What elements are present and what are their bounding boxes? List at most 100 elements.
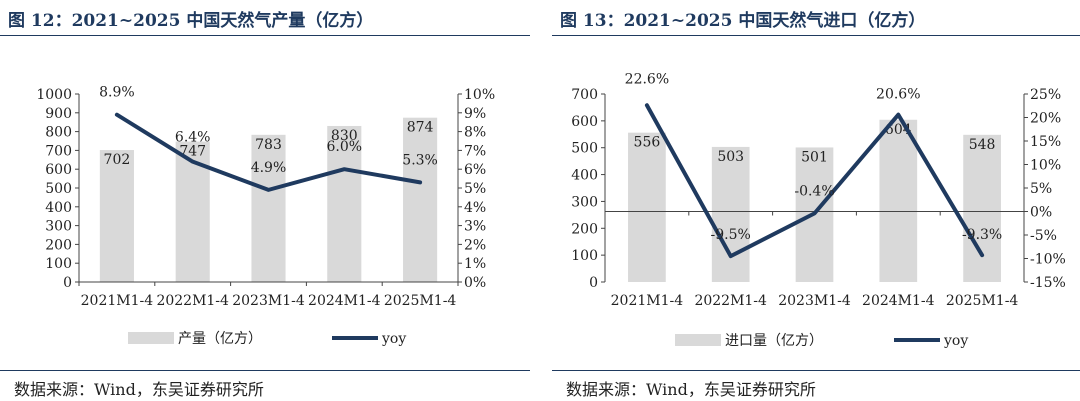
x-tick-label: 2023M1-4 bbox=[778, 293, 851, 309]
bar-data-label: 874 bbox=[407, 120, 434, 136]
legend-line-label: yoy bbox=[943, 333, 968, 349]
legend-bar-swatch bbox=[675, 334, 721, 346]
bar-data-label: 556 bbox=[634, 135, 661, 151]
chart-title: 图 13：2021~2025 中国天然气进口（亿方） bbox=[560, 11, 926, 31]
y-tick-label: 500 bbox=[571, 141, 598, 157]
y2-tick-label: -15% bbox=[1030, 275, 1066, 291]
bar-data-label: 783 bbox=[255, 137, 282, 153]
y2-tick-label: 15% bbox=[1030, 134, 1061, 150]
y2-tick-label: 0% bbox=[1030, 205, 1052, 221]
x-tick-label: 2024M1-4 bbox=[862, 293, 935, 309]
title-divider bbox=[552, 35, 1080, 36]
source-divider bbox=[552, 370, 1080, 371]
y-tick-label: 0 bbox=[589, 275, 598, 291]
yoy-point bbox=[115, 113, 119, 117]
legend-bar-label: 进口量（亿方） bbox=[725, 333, 823, 349]
y-tick-label: 200 bbox=[571, 221, 598, 237]
bar-data-label: 501 bbox=[801, 149, 828, 165]
y-tick-label: 0 bbox=[63, 275, 72, 291]
y-tick-label: 800 bbox=[45, 125, 72, 141]
source-note: 数据来源：Wind，东吴证券研究所 bbox=[566, 380, 816, 399]
bar-data-label: 702 bbox=[104, 152, 131, 168]
y-tick-label: 700 bbox=[45, 143, 72, 159]
y2-tick-label: 3% bbox=[464, 219, 486, 235]
y2-tick-label: 9% bbox=[464, 106, 486, 122]
y2-tick-label: 10% bbox=[1030, 158, 1061, 174]
yoy-point bbox=[980, 253, 984, 257]
bar bbox=[963, 134, 1001, 282]
y2-tick-label: 10% bbox=[464, 87, 495, 103]
x-tick-label: 2022M1-4 bbox=[156, 293, 229, 309]
yoy-data-label: 8.9% bbox=[99, 85, 135, 101]
bar bbox=[99, 150, 134, 282]
legend-bar-swatch bbox=[128, 332, 174, 344]
y2-tick-label: 5% bbox=[1030, 181, 1052, 197]
chart-canvas: 0 100 200 300 400 500 600 700 800 900 1000 0% 1% 2% 3%… bbox=[36, 85, 495, 347]
bar-data-label: 548 bbox=[969, 137, 996, 153]
y2-tick-label: 1% bbox=[464, 256, 486, 272]
y2-tick-label: 8% bbox=[464, 125, 486, 141]
y-tick-label: 200 bbox=[45, 237, 72, 253]
y-tick-label: 300 bbox=[571, 194, 598, 210]
y2-tick-label: 6% bbox=[464, 162, 486, 178]
yoy-data-label: 5.3% bbox=[402, 152, 438, 168]
y-tick-label: 600 bbox=[45, 162, 72, 178]
chart-canvas: 0 100 200 300 400 500 600 700 -15% -10% -5% 0% 5% 10%… bbox=[571, 71, 1066, 349]
y2-tick-label: 20% bbox=[1030, 111, 1061, 127]
y2-tick-label: 4% bbox=[464, 200, 486, 216]
source-note: 数据来源：Wind，东吴证券研究所 bbox=[14, 380, 264, 399]
x-tick-label: 2024M1-4 bbox=[308, 293, 381, 309]
yoy-point bbox=[729, 254, 733, 258]
yoy-point bbox=[191, 160, 195, 164]
x-tick-label: 2025M1-4 bbox=[384, 293, 457, 309]
legend-bar-label: 产量（亿方） bbox=[178, 331, 262, 347]
y2-tick-label: 7% bbox=[464, 143, 486, 159]
yoy-point bbox=[896, 113, 900, 117]
y-tick-label: 500 bbox=[45, 181, 72, 197]
source-divider bbox=[0, 370, 530, 371]
x-tick-label: 2022M1-4 bbox=[694, 293, 767, 309]
yoy-data-label: 22.6% bbox=[625, 71, 669, 87]
chart-title: 图 12：2021~2025 中国天然气产量（亿方） bbox=[8, 11, 374, 31]
bar bbox=[879, 119, 918, 282]
yoy-data-label: 6.4% bbox=[175, 130, 211, 146]
yoy-point bbox=[645, 103, 649, 107]
y-tick-label: 900 bbox=[45, 106, 72, 122]
yoy-data-label: 4.9% bbox=[251, 160, 287, 176]
y2-tick-label: 5% bbox=[464, 181, 486, 197]
chart-panel-import: 图 13：2021~2025 中国天然气进口（亿方） 0 100 200 300 400… bbox=[552, 0, 1080, 401]
yoy-data-label: -0.4% bbox=[794, 183, 834, 199]
yoy-point bbox=[267, 188, 270, 192]
y2-tick-label: 25% bbox=[1030, 87, 1061, 103]
x-tick-label: 2021M1-4 bbox=[611, 293, 684, 309]
x-tick-label: 2025M1-4 bbox=[946, 293, 1019, 309]
bar bbox=[628, 132, 666, 282]
chart-panel-production: 图 12：2021~2025 中国天然气产量（亿方） 0 100 200 300 400… bbox=[0, 0, 530, 401]
y-tick-label: 400 bbox=[571, 168, 598, 184]
y2-tick-label: 2% bbox=[464, 237, 486, 253]
bar bbox=[403, 117, 438, 282]
x-tick-label: 2021M1-4 bbox=[81, 293, 154, 309]
bar-data-label: 830 bbox=[331, 128, 358, 144]
yoy-data-label: -9.5% bbox=[711, 227, 751, 243]
bar bbox=[251, 134, 286, 282]
y2-tick-label: 0% bbox=[464, 275, 486, 291]
title-divider bbox=[0, 35, 530, 36]
yoy-data-label: -9.3% bbox=[962, 227, 1002, 243]
bar bbox=[711, 146, 750, 282]
y-tick-label: 1000 bbox=[36, 87, 72, 103]
bar-data-label: 503 bbox=[717, 149, 744, 165]
yoy-data-label: 6.0% bbox=[327, 139, 363, 155]
yoy-point bbox=[418, 180, 422, 184]
y2-tick-label: -10% bbox=[1030, 252, 1066, 268]
y-tick-label: 700 bbox=[571, 87, 598, 103]
y2-tick-label: -5% bbox=[1030, 228, 1057, 244]
bar bbox=[327, 125, 362, 283]
y-tick-label: 300 bbox=[45, 219, 72, 235]
yoy-point bbox=[342, 167, 346, 171]
y-tick-label: 100 bbox=[45, 256, 72, 272]
x-tick-label: 2023M1-4 bbox=[232, 293, 305, 309]
y-tick-label: 600 bbox=[571, 114, 598, 130]
yoy-point bbox=[813, 211, 816, 215]
y-tick-label: 100 bbox=[571, 248, 598, 264]
